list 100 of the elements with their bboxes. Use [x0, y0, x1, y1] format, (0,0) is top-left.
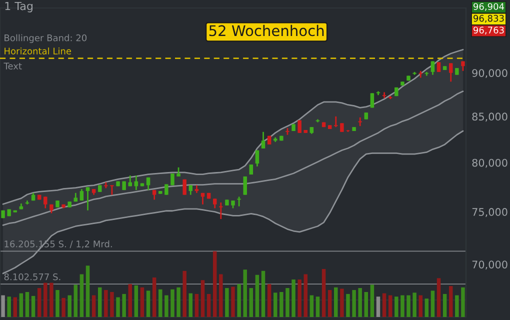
- bar: [13, 297, 18, 317]
- bar: [31, 296, 36, 317]
- bar: [322, 268, 326, 317]
- bar: [267, 284, 272, 317]
- bar: [430, 290, 435, 317]
- bar: [194, 294, 199, 317]
- bar: [25, 292, 30, 317]
- candlestick: [448, 62, 453, 82]
- y-tick-label: 85,000: [472, 112, 508, 122]
- y-tick-label: 90,000: [472, 69, 508, 78]
- candlestick: [212, 198, 217, 209]
- candlestick: [152, 189, 156, 200]
- y-tick-label: 75,000: [472, 208, 508, 217]
- bar: [219, 274, 223, 317]
- candlestick: [182, 178, 186, 196]
- bar: [176, 287, 180, 317]
- bar: [304, 274, 308, 317]
- bar: [243, 270, 247, 317]
- candlestick: [237, 196, 241, 208]
- candlestick: [298, 120, 302, 134]
- annotation: Bollinger Band: 20: [4, 34, 87, 44]
- line-series: [2, 48, 464, 205]
- bar: [436, 278, 441, 317]
- ref-line-label: 8.102.577 S.: [4, 273, 60, 280]
- bar: [104, 290, 108, 317]
- bar: [382, 293, 386, 317]
- candlestick: [370, 92, 374, 108]
- candlestick: [243, 176, 247, 196]
- bar: [116, 297, 120, 317]
- bar: [74, 284, 78, 317]
- candlestick: [188, 184, 193, 196]
- bar: [280, 292, 284, 317]
- bar: [273, 292, 278, 317]
- bar: [400, 295, 404, 317]
- bar: [412, 292, 416, 317]
- bar: [298, 279, 302, 317]
- bar: [286, 288, 290, 317]
- bar: [442, 294, 447, 317]
- bar: [249, 288, 254, 317]
- candlestick: [219, 202, 223, 220]
- bar: [212, 251, 217, 317]
- bar: [44, 282, 48, 317]
- bar: [334, 287, 338, 317]
- candlestick: [110, 184, 114, 196]
- bar: [225, 288, 229, 317]
- bar: [200, 280, 205, 317]
- bar: [122, 294, 126, 317]
- bar: [86, 266, 90, 317]
- bar: [37, 288, 42, 317]
- bar: [406, 295, 410, 317]
- bar: [292, 279, 296, 317]
- candlestick: [146, 176, 150, 191]
- bar: [164, 295, 168, 317]
- y-tick-label: 70,000: [472, 260, 508, 270]
- text: 96,763: [474, 26, 504, 34]
- candlestick: [44, 196, 48, 209]
- annotation: 52 Wochenhoch: [209, 24, 324, 36]
- bar: [128, 284, 132, 317]
- text: 96,833: [474, 14, 504, 23]
- bar: [418, 295, 422, 317]
- bar: [358, 288, 362, 317]
- line-series: [2, 130, 464, 274]
- bar: [92, 295, 96, 317]
- bar: [98, 287, 102, 317]
- annotation: Text: [4, 62, 22, 70]
- bar: [370, 284, 374, 317]
- bar: [146, 290, 150, 317]
- bar: [394, 296, 398, 317]
- bar: [68, 295, 72, 317]
- candlestick: [436, 62, 441, 73]
- bar: [424, 298, 429, 317]
- bar: [340, 288, 344, 317]
- bar: [376, 296, 380, 317]
- line-series: [2, 90, 464, 226]
- bar: [80, 274, 84, 317]
- bar: [140, 287, 144, 317]
- bar: [255, 274, 260, 317]
- candlestick: [261, 131, 266, 150]
- bar: [261, 270, 266, 317]
- bar: [188, 293, 193, 317]
- bar: [182, 270, 186, 317]
- bar: [388, 295, 392, 317]
- bar: [231, 286, 235, 317]
- chart-title: 1 Tag: [5, 2, 32, 12]
- bar: [158, 289, 162, 317]
- bar: [206, 294, 211, 317]
- bar: [364, 292, 368, 317]
- bar: [237, 284, 241, 317]
- candlestick: [86, 186, 90, 212]
- bar: [62, 298, 66, 317]
- ref-line-label: Horizontal Line: [4, 47, 72, 54]
- candlestick: [176, 166, 180, 178]
- y-tick-label: 80,000: [472, 158, 508, 168]
- bar: [19, 293, 24, 317]
- candlestick: [430, 60, 435, 76]
- candlestick: [255, 150, 260, 168]
- bar: [56, 290, 60, 317]
- candlestick: [358, 116, 362, 127]
- bar: [346, 294, 350, 317]
- text: 96,904: [474, 3, 504, 11]
